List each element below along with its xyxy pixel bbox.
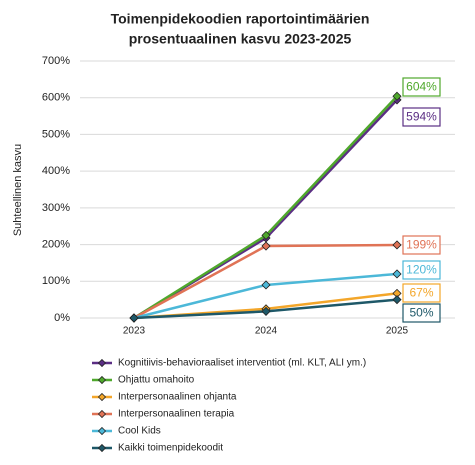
y-tick-label: 500%: [42, 128, 70, 140]
point-marker: [392, 91, 402, 101]
legend-marker: [97, 409, 107, 419]
point-marker: [392, 269, 402, 279]
point-marker: [392, 295, 402, 305]
legend-label: Cool Kids: [118, 426, 161, 437]
y-tick-label: 700%: [42, 55, 70, 67]
value-label-box: [402, 235, 441, 255]
y-tick-label: 0%: [54, 312, 70, 324]
point-marker: [392, 240, 402, 250]
x-tick-label: 2025: [386, 326, 409, 337]
legend-label: Kaikki toimenpidekoodit: [118, 443, 223, 454]
y-tick-label: 100%: [42, 275, 70, 287]
legend-marker: [97, 392, 107, 402]
legend-label: Interpersonaalinen ohjanta: [118, 392, 237, 403]
y-tick-label: 300%: [42, 202, 70, 214]
y-axis-title: Suhteellinen kasvu: [12, 144, 24, 236]
value-label: 67%: [409, 286, 433, 300]
y-tick-label: 400%: [42, 165, 70, 177]
value-label: 199%: [406, 238, 437, 252]
value-label-box: [402, 260, 441, 280]
value-label-box: [402, 283, 441, 303]
value-label: 604%: [406, 80, 437, 94]
legend-label: Ohjattu omahoito: [118, 375, 195, 386]
value-label-box: [402, 303, 441, 323]
legend-label: Interpersonaalinen terapia: [118, 409, 235, 420]
value-label: 594%: [406, 110, 437, 124]
point-marker: [129, 313, 139, 323]
legend-marker: [97, 443, 107, 453]
legend-label: Kognitiivis-behavioraaliset interventiot…: [118, 358, 366, 369]
point-marker: [261, 241, 271, 251]
legend-marker: [97, 358, 107, 368]
value-label-box: [402, 77, 441, 97]
chart-title: Toimenpidekoodien raportointimäärien: [111, 11, 370, 27]
value-label: 120%: [406, 263, 437, 277]
legend-marker: [97, 375, 107, 385]
value-label: 50%: [409, 306, 433, 320]
x-tick-label: 2023: [123, 326, 146, 337]
chart-subtitle: prosentuaalinen kasvu 2023-2025: [129, 31, 352, 47]
y-tick-label: 200%: [42, 238, 70, 250]
point-marker: [261, 280, 271, 290]
legend-marker: [97, 426, 107, 436]
x-tick-label: 2024: [255, 326, 278, 337]
value-label-box: [402, 107, 441, 127]
y-tick-label: 600%: [42, 92, 70, 104]
point-marker: [261, 230, 271, 240]
point-marker: [261, 306, 271, 316]
